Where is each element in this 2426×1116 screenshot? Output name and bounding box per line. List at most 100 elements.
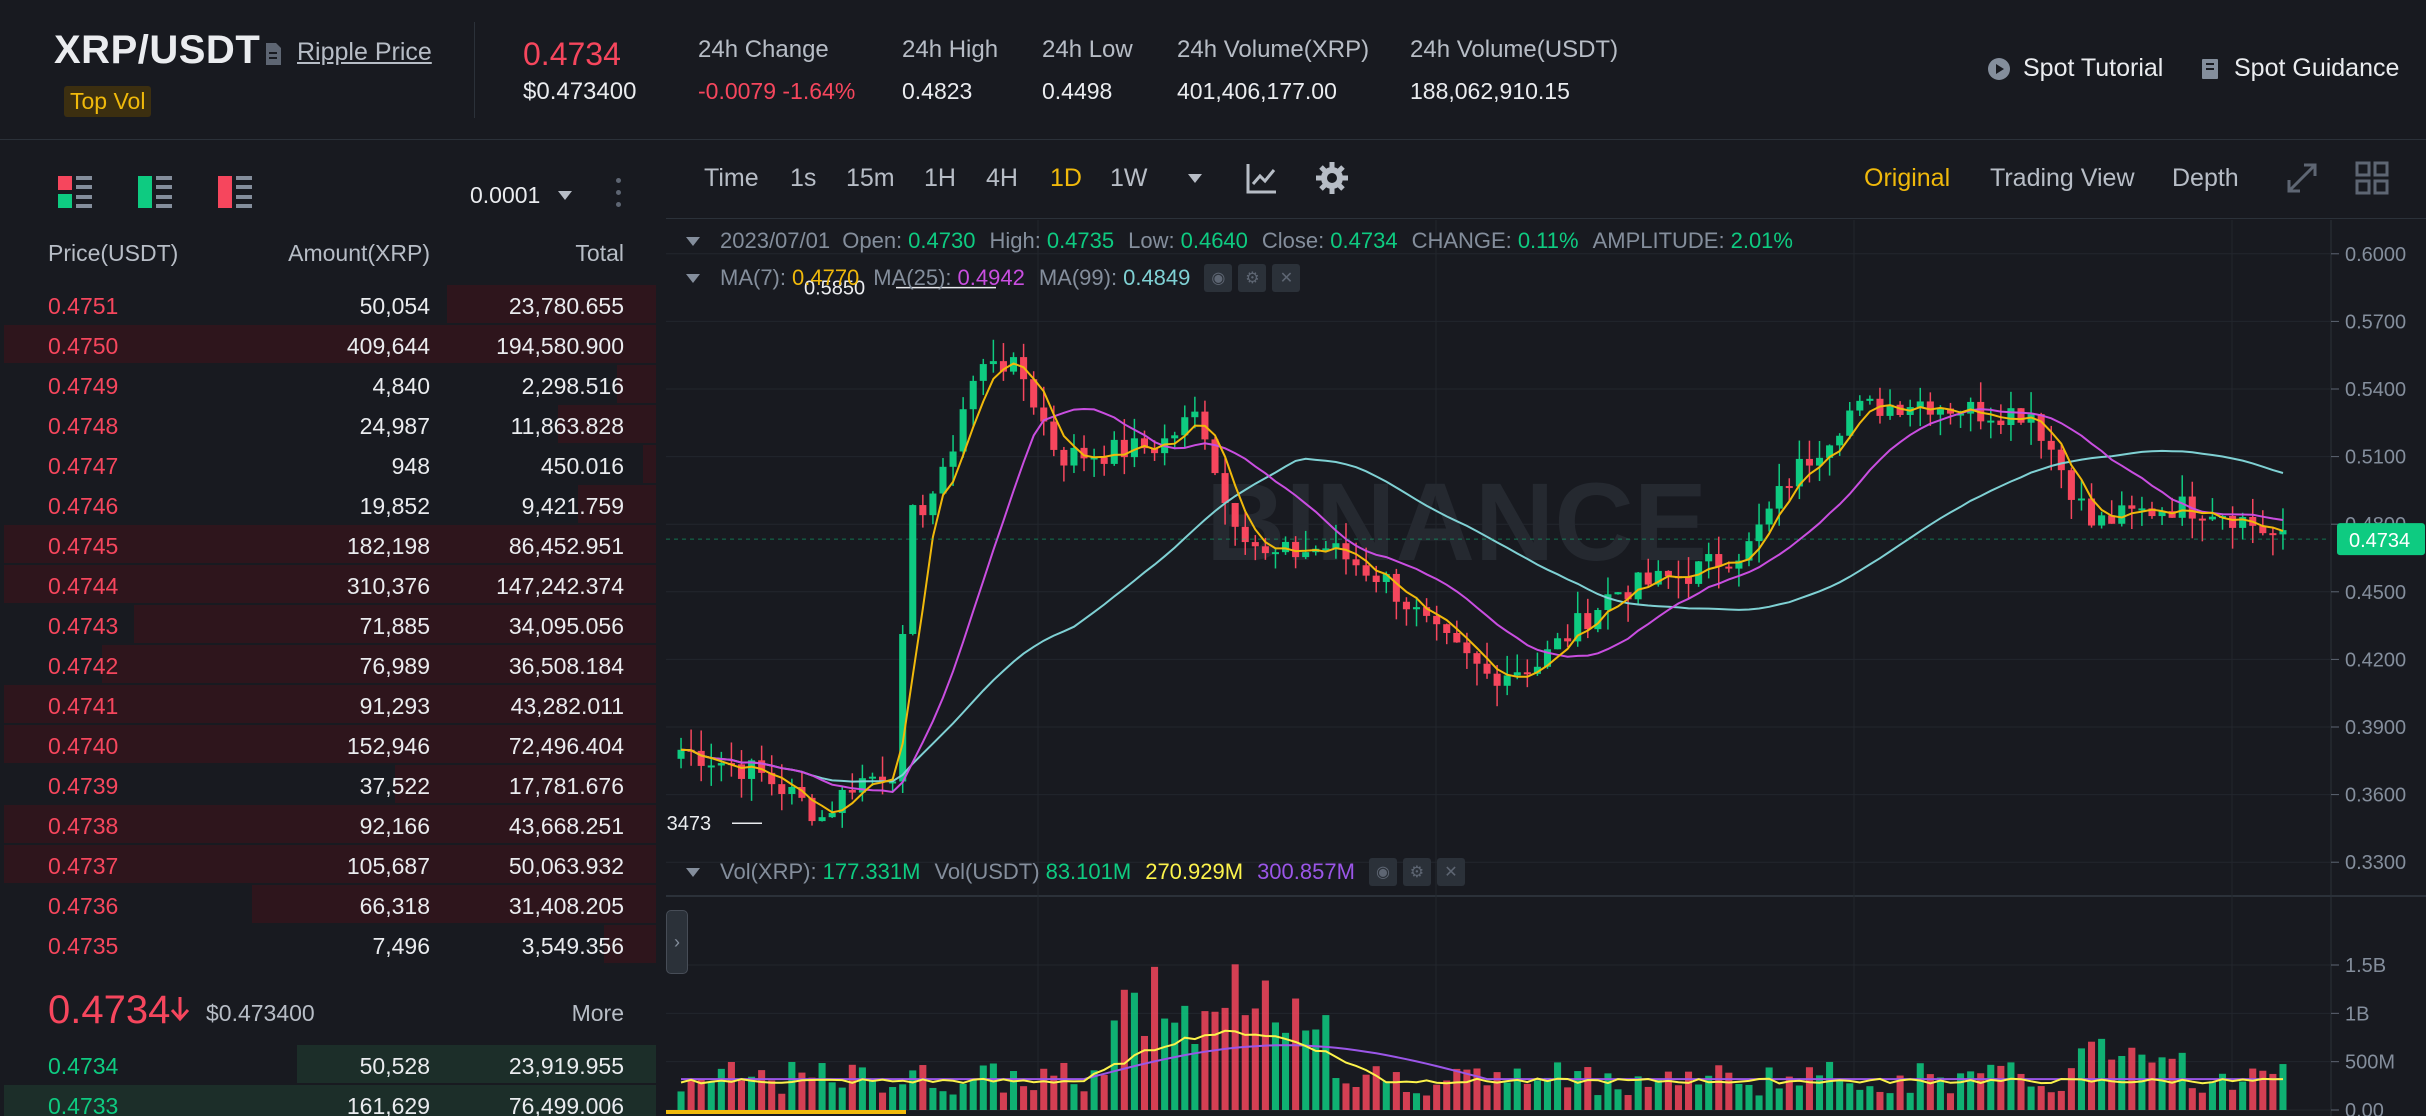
volume-bar	[1362, 1074, 1370, 1110]
ask-price: 0.4748	[48, 413, 119, 439]
settings-icon[interactable]: ⚙	[1402, 858, 1431, 886]
more-options-icon[interactable]	[616, 178, 622, 212]
settings-icon[interactable]: ⚙	[1238, 264, 1267, 292]
candle-body	[1745, 541, 1753, 561]
ask-row[interactable]: 0.4737 105,687 50,063.932	[0, 845, 660, 885]
ask-total: 23,780.655	[508, 293, 624, 319]
market-header: XRP/USDT Ripple Price Top Vol 0.4734 $0.…	[0, 0, 2426, 140]
ask-total: 43,282.011	[510, 693, 624, 719]
ask-row[interactable]: 0.4745 182,198 86,452.951	[0, 525, 660, 565]
ask-row[interactable]: 0.4735 7,496 3,549.356	[0, 925, 660, 965]
tf-time[interactable]: Time	[704, 164, 759, 192]
ask-row[interactable]: 0.4744 310,376 147,242.374	[0, 565, 660, 605]
volume-bar	[959, 1083, 967, 1110]
tf-1d[interactable]: 1D	[1050, 164, 1082, 192]
candle-body	[1070, 447, 1078, 466]
ask-row[interactable]: 0.4741 91,293 43,282.011	[0, 685, 660, 725]
book-mode-bids-icon[interactable]	[138, 176, 174, 210]
collapse-ma-icon[interactable]	[686, 273, 700, 283]
volume-bar	[858, 1067, 866, 1110]
bid-row[interactable]: 0.4734 50,528 23,919.955	[0, 1045, 660, 1085]
volume-bar	[2229, 1089, 2237, 1110]
spot-guidance-link[interactable]: Spot Guidance	[2198, 54, 2399, 83]
ask-price: 0.4747	[48, 453, 119, 479]
current-price-label: 0.4734	[2349, 530, 2410, 552]
bid-row[interactable]: 0.4733 161,629 76,499.006	[0, 1085, 660, 1116]
indicator-chart-icon[interactable]	[1244, 160, 1280, 196]
view-original[interactable]: Original	[1864, 164, 1951, 192]
volume-bar	[1110, 1020, 1118, 1110]
ask-row[interactable]: 0.4747 948 450.016	[0, 445, 660, 485]
volume-bar	[2168, 1058, 2176, 1110]
ask-total: 43,668.251	[508, 813, 624, 839]
candle-body	[1584, 613, 1592, 630]
close-icon[interactable]: ✕	[1272, 264, 1301, 292]
tf-4h[interactable]: 4H	[986, 164, 1018, 192]
ask-amount: 105,687	[346, 853, 430, 879]
ask-row[interactable]: 0.4736 66,318 31,408.205	[0, 885, 660, 925]
ask-amount: 409,644	[346, 333, 430, 359]
ask-row[interactable]: 0.4748 24,987 11,863.828	[0, 405, 660, 445]
order-book-toolbar: 0.0001	[0, 140, 660, 250]
volume-bar	[1614, 1089, 1622, 1110]
ripple-price-link[interactable]: Ripple Price	[297, 38, 432, 66]
bid-total: 76,499.006	[508, 1093, 624, 1116]
more-timeframes-icon[interactable]	[1188, 174, 1202, 183]
candle-body	[1412, 607, 1421, 610]
expand-panel-tab[interactable]: ›	[666, 910, 688, 974]
volume-bar	[1312, 1029, 1320, 1110]
tf-1h[interactable]: 1H	[924, 164, 956, 192]
ask-row[interactable]: 0.4751 50,054 23,780.655	[0, 285, 660, 325]
view-trading-view[interactable]: Trading View	[1990, 164, 2135, 192]
candle-body	[808, 797, 816, 822]
ask-row[interactable]: 0.4743 71,885 34,095.056	[0, 605, 660, 645]
volume-bar	[2047, 1092, 2055, 1110]
ask-amount: 24,987	[359, 413, 430, 439]
candle-body	[1443, 624, 1451, 633]
document-icon[interactable]	[263, 42, 283, 66]
depth-bar	[643, 445, 656, 483]
eye-icon[interactable]: ◉	[1204, 264, 1233, 292]
volume-bar	[818, 1063, 826, 1110]
layout-grid-icon[interactable]	[2354, 160, 2390, 196]
candle-body	[707, 765, 715, 768]
fullscreen-icon[interactable]	[2284, 160, 2320, 196]
spot-tutorial-link[interactable]: Spot Tutorial	[1987, 54, 2163, 83]
ask-row[interactable]: 0.4740 152,946 72,496.404	[0, 725, 660, 765]
ask-row[interactable]: 0.4742 76,989 36,508.184	[0, 645, 660, 685]
volume-bar	[1231, 964, 1239, 1110]
book-mode-both-icon[interactable]	[58, 176, 94, 210]
volume-bar	[899, 1084, 907, 1110]
collapse-legend-icon[interactable]	[686, 236, 700, 246]
depth-bar	[4, 685, 656, 723]
tick-size-select[interactable]: 0.0001	[470, 182, 573, 209]
tf-1s[interactable]: 1s	[790, 164, 817, 192]
ask-row[interactable]: 0.4750 409,644 194,580.900	[0, 325, 660, 365]
volume-bar	[1130, 992, 1138, 1110]
candle-body	[1352, 559, 1360, 566]
ask-row[interactable]: 0.4738 92,166 43,668.251	[0, 805, 660, 845]
book-mode-asks-icon[interactable]	[218, 176, 254, 210]
tf-1w[interactable]: 1W	[1110, 164, 1148, 192]
volume-bar	[2027, 1086, 2035, 1110]
candlestick-chart[interactable]: 0.60000.57000.54000.51000.48000.45000.42…	[666, 220, 2426, 1116]
ask-amount: 310,376	[346, 573, 430, 599]
close-icon[interactable]: ✕	[1436, 858, 1465, 886]
volume-bar	[1654, 1078, 1662, 1110]
volume-bar	[2279, 1064, 2287, 1110]
volume-bar	[808, 1077, 816, 1110]
view-depth[interactable]: Depth	[2172, 164, 2239, 192]
tf-15m[interactable]: 15m	[846, 164, 895, 192]
ask-row[interactable]: 0.4746 19,852 9,421.759	[0, 485, 660, 525]
volume-bar	[2249, 1068, 2257, 1110]
volume-bar	[1171, 1022, 1179, 1110]
eye-icon[interactable]: ◉	[1368, 858, 1397, 886]
candle-body	[1815, 457, 1824, 466]
more-link[interactable]: More	[571, 1000, 624, 1026]
volume-bar	[989, 1063, 997, 1110]
collapse-vol-icon[interactable]	[686, 867, 700, 877]
ask-row[interactable]: 0.4739 37,522 17,781.676	[0, 765, 660, 805]
ask-row[interactable]: 0.4749 4,840 2,298.516	[0, 365, 660, 405]
settings-gear-icon[interactable]	[1314, 160, 1350, 196]
stat-value: 0.4498	[1042, 78, 1113, 104]
